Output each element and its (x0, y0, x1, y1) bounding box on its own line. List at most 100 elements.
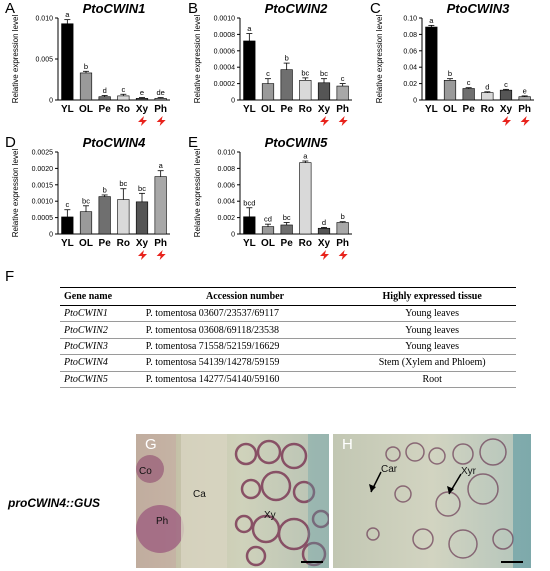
significance-letter: b (103, 185, 107, 194)
red-marker-icon (338, 116, 348, 126)
cell-tissue: Young leaves (348, 305, 516, 323)
y-axis-label: Relative expression level (11, 15, 20, 104)
y-tick-label: 0.0002 (214, 81, 236, 88)
cell-accession: P. tomentosa 71558/52159/16629 (141, 338, 349, 356)
x-tick-label: OL (79, 238, 93, 249)
x-tick-label: Ph (336, 238, 349, 249)
chart-ptocwin3: PtoCWIN3 Relative expression level 0 0.02 0.… (375, 1, 534, 126)
significance-letter: a (247, 24, 252, 33)
y-tick-label: 0 (49, 98, 53, 105)
table-row: PtoCWIN1 P. tomentosa 03607/23537/69117 … (60, 305, 516, 323)
x-tick-label: Ph (518, 104, 531, 115)
significance-letter: d (485, 82, 489, 91)
cell-accession: P. tomentosa 54139/14278/59159 (141, 354, 349, 372)
bar (261, 226, 275, 235)
x-tick-label: YL (243, 104, 256, 115)
x-tick-label: Ph (154, 104, 167, 115)
significance-letter: d (103, 86, 107, 95)
table-header-row: Gene name Accession number Highly expres… (60, 287, 516, 306)
bar (154, 176, 167, 235)
y-tick-label: 0.002 (217, 215, 235, 222)
panel-letter-b: B (188, 0, 199, 17)
table-row: PtoCWIN4 P. tomentosa 54139/14278/59159 … (60, 354, 516, 372)
bar (280, 69, 293, 101)
y-tick-label: 0.06 (403, 48, 417, 55)
significance-letter: c (121, 85, 125, 94)
significance-letter: bcd (243, 198, 255, 207)
y-tick-label: 0.0010 (32, 199, 54, 206)
bar (443, 80, 457, 101)
chart-title: PtoCWIN3 (447, 1, 511, 16)
bar (98, 96, 111, 101)
significance-letter: c (504, 80, 508, 89)
y-axis-label: Relative expression level (193, 15, 202, 104)
x-tick-label: YL (425, 104, 438, 115)
header-gene-name: Gene name (60, 287, 142, 306)
x-tick-label: Xy (136, 238, 149, 249)
x-tick-label: Xy (318, 238, 331, 249)
x-tick-label: Ro (481, 104, 494, 115)
red-marker-icon (156, 116, 166, 126)
header-tissue: Highly expressed tissue (348, 287, 516, 306)
bar (117, 199, 130, 235)
significance-letter: cd (264, 215, 272, 224)
bar (261, 83, 275, 101)
cell-gene: PtoCWIN5 (60, 371, 142, 388)
y-tick-label: 0.004 (217, 199, 235, 206)
significance-letter: a (429, 16, 434, 25)
panel-letter-a: A (5, 0, 16, 17)
x-tick-label: Pe (281, 238, 294, 249)
significance-letter: c (266, 69, 270, 78)
bar (79, 211, 93, 235)
x-tick-label: YL (61, 238, 74, 249)
significance-letter: a (159, 161, 164, 170)
x-tick-label: Ph (154, 238, 167, 249)
y-tick-label: 0.08 (403, 32, 417, 39)
label-ca: Ca (193, 489, 206, 500)
y-tick-label: 0 (413, 98, 417, 105)
cell-tissue: Stem (Xylem and Phloem) (348, 354, 516, 372)
micrograph-g-image (136, 434, 329, 568)
y-tick-label: 0.008 (217, 166, 235, 173)
y-tick-label: 0.04 (403, 65, 417, 72)
x-tick-label: OL (79, 104, 93, 115)
x-tick-label: Pe (99, 104, 112, 115)
bar (154, 98, 167, 101)
cell-gene: PtoCWIN1 (60, 305, 142, 323)
y-tick-label: 0.0010 (214, 16, 236, 23)
x-tick-label: Ph (336, 104, 349, 115)
panel-letter-e: E (188, 134, 199, 151)
x-tick-label: OL (443, 104, 457, 115)
x-tick-label: OL (261, 104, 275, 115)
cell-tissue: Young leaves (348, 338, 516, 356)
micrograph-h: H Car Xyr (333, 434, 531, 568)
bar (61, 23, 74, 101)
red-marker-icon (156, 250, 166, 260)
table-row: PtoCWIN5 P. tomentosa 14277/54140/59160 … (60, 371, 516, 388)
x-tick-label: Ro (299, 104, 312, 115)
bar (425, 26, 438, 101)
x-tick-label: Pe (281, 104, 294, 115)
chart-ptocwin1: PtoCWIN1 Relative expression level 0 0.005 0… (11, 1, 170, 126)
panel-letter-c: C (370, 0, 381, 17)
cell-accession: P. tomentosa 03607/23537/69117 (141, 305, 349, 323)
y-tick-label: 0.010 (35, 16, 53, 23)
red-marker-icon (520, 116, 530, 126)
significance-letter: bc (301, 68, 309, 77)
chart-title: PtoCWIN4 (83, 135, 147, 150)
red-marker-icon (138, 116, 147, 126)
x-tick-label: Ro (117, 238, 130, 249)
cell-accession: P. tomentosa 14277/54140/59160 (141, 371, 349, 388)
x-tick-label: Xy (136, 104, 149, 115)
bar (317, 227, 331, 235)
y-tick-label: 0.010 (217, 150, 235, 157)
chart-ptocwin4: PtoCWIN4 Relative expression level 0 0.0005… (11, 135, 170, 260)
construct-label: proCWIN4::GUS (8, 496, 100, 510)
y-tick-label: 0 (231, 98, 235, 105)
y-tick-label: 0.005 (35, 57, 53, 64)
micrograph-g: G Co Ca Ph Xy (136, 434, 329, 568)
significance-letter: de (156, 88, 164, 97)
y-axis-label: Relative expression level (11, 149, 20, 238)
y-tick-label: 0.0004 (214, 65, 236, 72)
bar (135, 98, 149, 101)
